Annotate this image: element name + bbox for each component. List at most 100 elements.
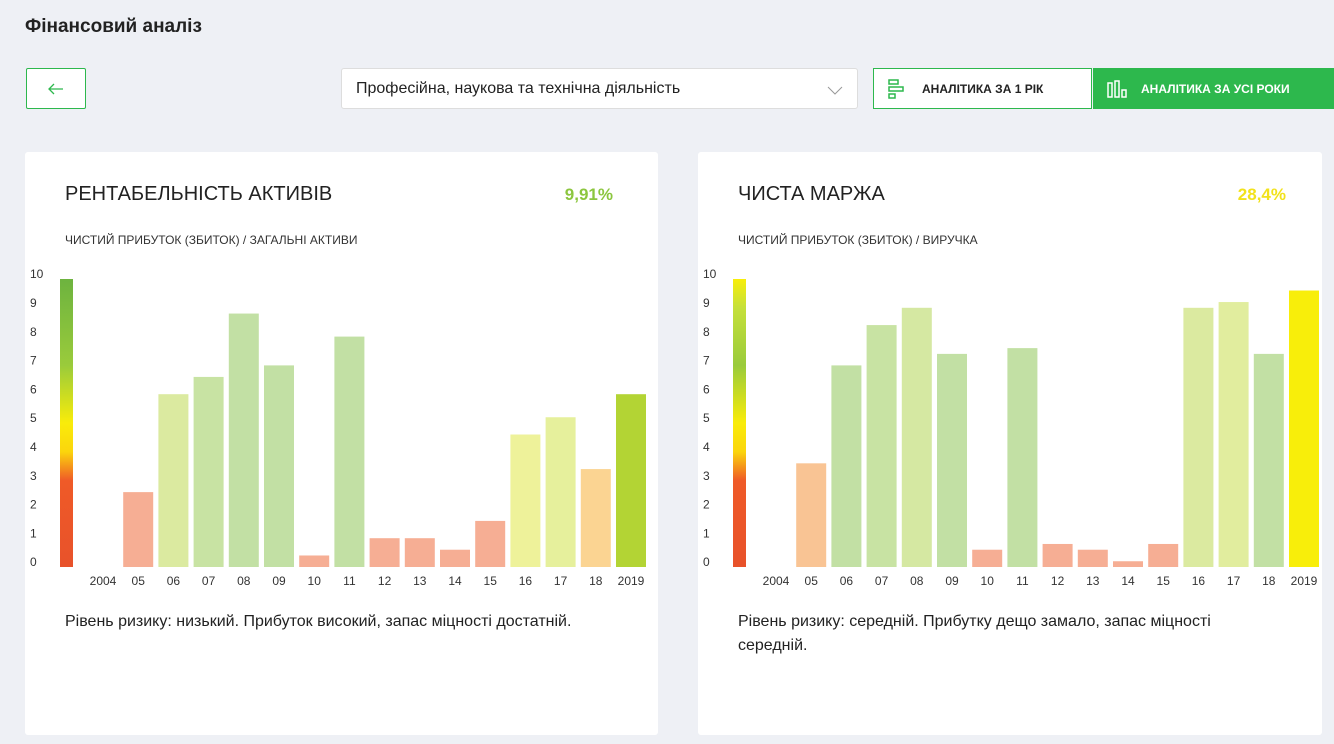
y-tick-label: 7	[703, 354, 710, 368]
bar	[264, 365, 294, 567]
select-text: Професійна, наукова та технічна діяльніс…	[356, 79, 681, 97]
bar	[545, 417, 576, 567]
y-tick-label: 1	[30, 526, 37, 540]
bar	[937, 353, 967, 567]
x-tick-label: 05	[132, 574, 146, 588]
bar	[1077, 549, 1108, 567]
button-text: АНАЛІТИКА ЗА 1 РІК	[922, 81, 1044, 96]
y-tick-label: 9	[703, 296, 710, 310]
bar	[1218, 302, 1249, 567]
y-tick-label: 7	[30, 354, 37, 368]
y-tick-label: 5	[703, 411, 710, 425]
y-tick-label: 5	[30, 411, 37, 425]
bar	[831, 365, 862, 567]
x-tick-label: 18	[589, 574, 603, 588]
x-tick-label: 12	[1051, 574, 1065, 588]
bar	[866, 325, 897, 567]
bar	[1148, 543, 1179, 567]
back-button[interactable]	[26, 68, 86, 109]
x-tick-label: 10	[308, 574, 322, 588]
bar	[796, 463, 827, 567]
y-tick-label: 10	[703, 267, 717, 281]
risk-gauge	[733, 279, 746, 567]
x-tick-label: 05	[805, 574, 819, 588]
back-icon	[48, 83, 63, 94]
x-tick-label: 13	[413, 574, 427, 588]
x-tick-label: 07	[875, 574, 889, 588]
x-tick-label: 09	[945, 574, 959, 588]
x-tick-label: 14	[448, 574, 462, 588]
x-tick-label: 16	[1192, 574, 1206, 588]
chart-subtitle: ЧИСТИЙ ПРИБУТОК (ЗБИТОК) / ЗАГАЛЬНІ АКТИ…	[65, 232, 357, 247]
risk-gauge	[60, 279, 73, 567]
chart: ЧИСТА МАРЖА 28,4% ЧИСТИЙ ПРИБУТОК (ЗБИТОК)…	[703, 183, 1319, 588]
y-tick-label: 4	[703, 440, 710, 454]
x-tick-label: 11	[343, 574, 356, 588]
bar	[1042, 543, 1073, 567]
chart-title: РЕНТАБЕЛЬНІСТЬ АКТИВІВ	[65, 183, 332, 205]
y-tick-label: 4	[30, 440, 37, 454]
column-icon	[1107, 79, 1127, 98]
x-tick-label: 17	[1227, 574, 1241, 588]
bar	[369, 538, 400, 567]
x-tick-label: 10	[981, 574, 995, 588]
description: Рівень ризику: низький. Прибуток високий…	[65, 613, 572, 630]
x-tick-label: 18	[1262, 574, 1276, 588]
chevron	[827, 86, 843, 95]
y-tick-label: 1	[703, 526, 710, 540]
bar	[510, 434, 541, 567]
x-tick-label: 2004	[763, 574, 790, 588]
x-tick-label: 08	[237, 574, 251, 588]
page-title: Фінансовий аналіз	[25, 16, 202, 37]
x-tick-label: 07	[202, 574, 216, 588]
x-tick-label: 16	[519, 574, 533, 588]
all-years-button[interactable]: АНАЛІТИКА ЗА УСІ РОКИ	[1093, 68, 1334, 109]
x-tick-label: 2019	[618, 574, 645, 588]
y-tick-label: 0	[703, 555, 710, 569]
bar	[123, 492, 154, 567]
bar	[1007, 348, 1038, 567]
chart-card: ЧИСТА МАРЖА 28,4% ЧИСТИЙ ПРИБУТОК (ЗБИТОК)…	[698, 152, 1322, 735]
y-tick-label: 2	[30, 498, 37, 512]
industry-select[interactable]: Професійна, наукова та технічна діяльніс…	[341, 68, 858, 109]
chart: РЕНТАБЕЛЬНІСТЬ АКТИВІВ 9,91% ЧИСТИЙ ПРИБУТ…	[30, 183, 646, 588]
bar	[158, 394, 189, 567]
y-tick-label: 3	[30, 469, 37, 483]
x-tick-label: 2004	[90, 574, 117, 588]
y-tick-label: 8	[703, 325, 710, 339]
y-tick-label: 3	[703, 469, 710, 483]
description: Рівень ризику: середній. Прибутку дещо з…	[738, 613, 1211, 654]
y-tick-label: 0	[30, 555, 37, 569]
x-tick-label: 06	[840, 574, 854, 588]
bar	[1253, 353, 1284, 567]
chart-value: 28,4%	[1238, 185, 1286, 204]
button-text: АНАЛІТИКА ЗА УСІ РОКИ	[1141, 81, 1290, 96]
y-tick-label: 9	[30, 296, 37, 310]
bar	[580, 469, 611, 567]
chart-title: ЧИСТА МАРЖА	[738, 183, 886, 205]
bar	[228, 313, 259, 567]
bar	[901, 307, 932, 567]
bar	[334, 336, 365, 567]
y-tick-label: 2	[703, 498, 710, 512]
x-tick-label: 15	[1157, 574, 1171, 588]
x-tick-label: 14	[1121, 574, 1135, 588]
bar-icon	[888, 78, 904, 99]
x-tick-label: 06	[167, 574, 181, 588]
bar	[404, 538, 435, 567]
bar	[193, 376, 224, 567]
year-button[interactable]: АНАЛІТИКА ЗА 1 РІК	[873, 68, 1092, 109]
x-tick-label: 08	[910, 574, 924, 588]
y-tick-label: 8	[30, 325, 37, 339]
x-tick-label: 12	[378, 574, 392, 588]
chart-card: РЕНТАБЕЛЬНІСТЬ АКТИВІВ 9,91% ЧИСТИЙ ПРИБУТ…	[25, 152, 658, 735]
bar	[1289, 290, 1319, 567]
x-tick-label: 13	[1086, 574, 1100, 588]
chart-subtitle: ЧИСТИЙ ПРИБУТОК (ЗБИТОК) / ВИРУЧКА	[738, 232, 978, 247]
x-tick-label: 09	[272, 574, 286, 588]
x-tick-label: 17	[554, 574, 568, 588]
bar	[1113, 561, 1143, 567]
bar	[299, 555, 330, 567]
bar	[440, 549, 470, 567]
